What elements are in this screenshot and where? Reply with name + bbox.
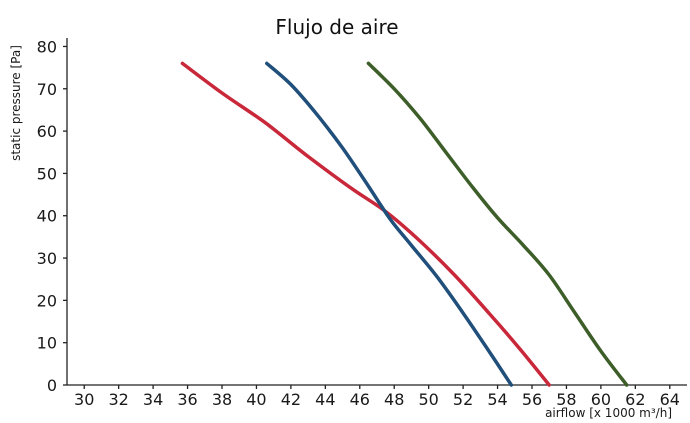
y-axis-title: static pressure [Pa] (9, 45, 23, 161)
x-tick-label: 30 (74, 390, 94, 409)
x-tick-label: 48 (384, 390, 404, 409)
series-line-2 (265, 61, 514, 387)
chart-title: Flujo de aire (275, 15, 398, 39)
x-tick-label: 60 (591, 390, 611, 409)
x-tick-label: 42 (281, 390, 301, 409)
x-axis-title: airflow [x 1000 m³/h] (545, 406, 672, 420)
x-tick-label: 54 (487, 390, 507, 409)
x-tick-label: 34 (143, 390, 163, 409)
y-tick-label: 40 (37, 207, 57, 226)
x-tick-label: 36 (177, 390, 197, 409)
y-tick-label: 10 (37, 334, 57, 353)
series-group (180, 61, 629, 387)
x-tick-label: 58 (556, 390, 576, 409)
x-tick-label: 52 (453, 390, 473, 409)
x-tick-label: 46 (350, 390, 370, 409)
x-tick-label: 62 (625, 390, 645, 409)
y-tick-label: 50 (37, 164, 57, 183)
y-tick-label: 60 (37, 122, 57, 141)
axes: 0 10 20 30 40 50 60 70 80 30 32 34 36 38 40 42 44 46 48 50 5… (37, 37, 687, 409)
y-tick-label: 80 (37, 37, 57, 56)
x-tick-label: 38 (212, 390, 232, 409)
x-tick-label: 32 (108, 390, 128, 409)
x-tick-label: 56 (522, 390, 542, 409)
x-tick-label: 50 (418, 390, 438, 409)
series-line-3 (366, 61, 629, 387)
x-tick-label: 44 (315, 390, 335, 409)
series-line-1 (180, 61, 551, 387)
y-tick-label: 20 (37, 291, 57, 310)
y-tick-label: 0 (47, 376, 57, 395)
y-tick-label: 30 (37, 249, 57, 268)
x-tick-label: 64 (660, 390, 680, 409)
x-tick-label: 40 (246, 390, 266, 409)
y-tick-label: 70 (37, 80, 57, 99)
